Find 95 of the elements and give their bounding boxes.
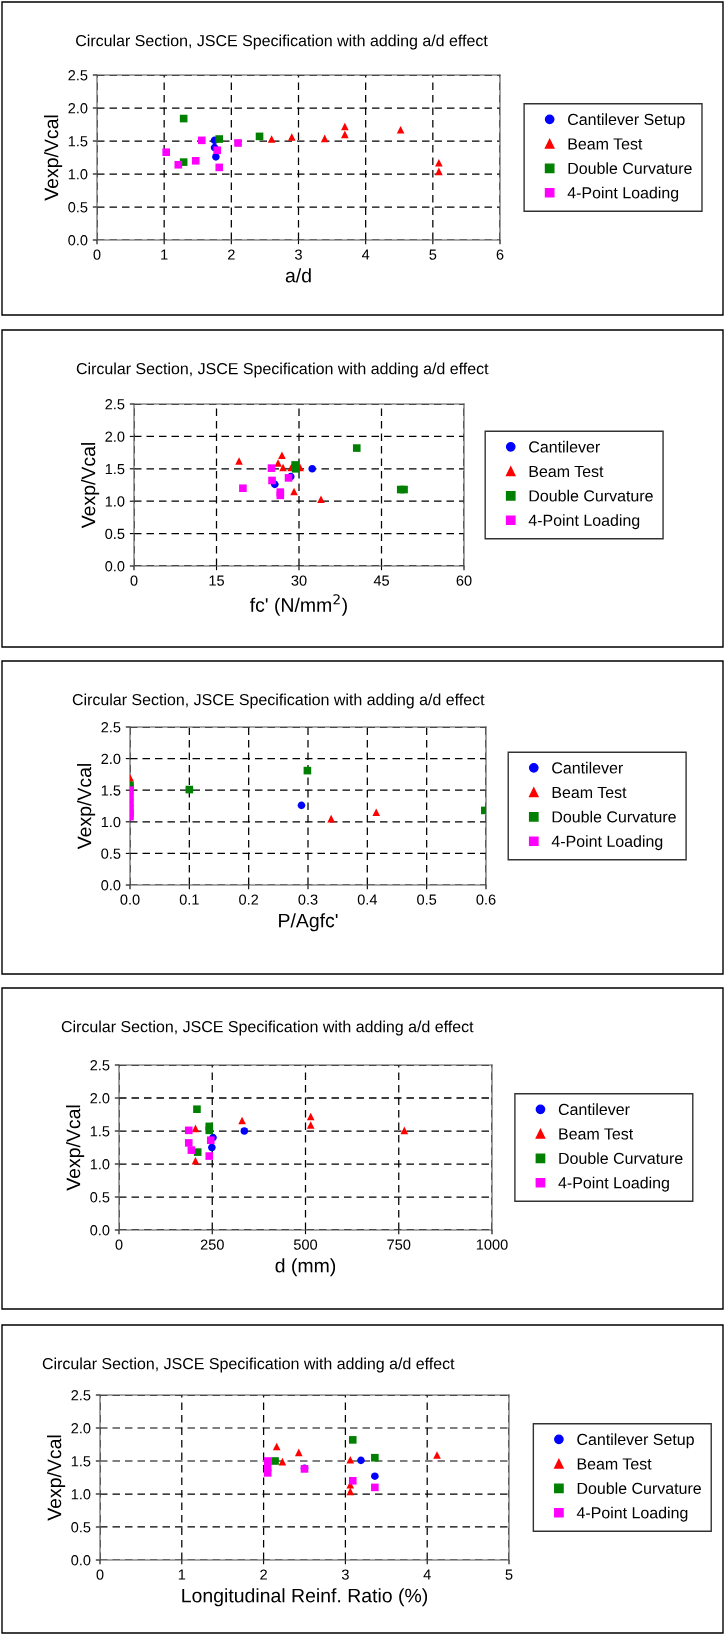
y-tick-label: 0.0	[68, 235, 88, 246]
y-tick-label: 0.0	[71, 1555, 91, 1566]
x-tick-label: 0.4	[357, 894, 378, 905]
legend-label: 4-Point Loading	[558, 1176, 669, 1192]
x-tick-label: 45	[373, 575, 389, 586]
x-tick-label: 5	[505, 1569, 513, 1580]
x-tick-label: 2	[260, 1569, 267, 1580]
y-axis-title: Vexp/Vcal	[77, 764, 96, 850]
x-tick-label: 0	[130, 575, 138, 586]
legend-label: Beam Test	[577, 1458, 652, 1470]
y-tick-label: 2.0	[71, 1423, 91, 1434]
x-tick-label: 15	[209, 575, 224, 586]
y-axis-title: Vexp/Vcal	[81, 443, 100, 529]
y-tick-label: 1.5	[68, 136, 88, 147]
legend-label: Beam Test	[529, 465, 604, 478]
x-tick-label: 0	[93, 249, 101, 260]
x-tick-label: 4	[361, 249, 370, 260]
legend-label: Cantilever	[552, 761, 623, 774]
y-tick-label: 2.0	[105, 431, 125, 442]
legend-label: 4-Point Loading	[551, 835, 663, 851]
legend-label: Beam Test	[568, 138, 643, 150]
legend-label: Double Curvature	[568, 162, 692, 175]
chart-title: Circular Section, JSCE Specification with adding a/d effect	[42, 1357, 455, 1373]
x-tick-label: 6	[496, 249, 504, 260]
y-tick-label: 0.5	[68, 202, 88, 213]
legend-label: Cantilever Setup	[568, 113, 685, 129]
legend-label: Double Curvature	[577, 1482, 701, 1495]
y-tick-label: 1.5	[90, 1126, 110, 1137]
x-tick-label: 1	[161, 249, 168, 260]
x-tick-label: 2	[228, 249, 235, 260]
legend-label: Beam Test	[559, 1128, 634, 1140]
y-tick-label: 0.0	[90, 1225, 110, 1236]
y-tick-label: 1.5	[71, 1456, 91, 1467]
x-tick-label: 0.3	[298, 894, 318, 905]
y-tick-label: 0.5	[101, 848, 121, 859]
x-tick-label: 3	[295, 249, 302, 260]
x-tick-label: 5	[429, 249, 437, 260]
y-tick-label: 0.0	[101, 880, 121, 891]
x-axis-title: d (mm)	[275, 1258, 336, 1277]
y-tick-label: 0.5	[71, 1522, 91, 1533]
y-axis-title: Vexp/Vcal	[66, 1105, 85, 1191]
legend-label: 4-Point Loading	[528, 514, 640, 530]
y-axis-title: Vexp/Vcal	[47, 1435, 66, 1521]
y-tick-label: 1.0	[101, 816, 121, 828]
y-tick-label: 1.0	[68, 169, 88, 180]
y-tick-label: 0.5	[90, 1192, 110, 1203]
x-tick-label: 0.6	[476, 894, 496, 905]
y-tick-label: 2.0	[90, 1093, 110, 1104]
y-tick-label: 2.0	[101, 753, 121, 765]
legend-label: Cantilever	[558, 1103, 630, 1116]
y-tick-label: 2.5	[90, 1060, 110, 1071]
x-tick-label: 30	[291, 575, 307, 586]
y-tick-label: 1.0	[105, 496, 125, 507]
y-tick-label: 2.5	[68, 70, 88, 81]
x-tick-label: 250	[200, 1239, 224, 1250]
x-tick-label: 0.1	[179, 894, 199, 905]
x-tick-label: 1000	[476, 1239, 508, 1250]
x-tick-label: 60	[456, 575, 472, 586]
y-tick-label: 0.5	[105, 528, 125, 540]
y-tick-label: 1.5	[101, 785, 121, 796]
y-tick-label: 2.5	[71, 1390, 91, 1401]
legend-label: Beam Test	[552, 786, 627, 799]
y-tick-label: 0.0	[105, 561, 125, 572]
x-axis-title: Longitudinal Reinf. Ratio (%)	[182, 1588, 428, 1607]
y-tick-label: 1.0	[90, 1159, 110, 1170]
x-tick-label: 3	[341, 1569, 349, 1580]
x-tick-label: 4	[423, 1569, 431, 1580]
y-tick-label: 2.0	[68, 103, 88, 114]
y-axis-title: Vexp/Vcal	[44, 115, 63, 201]
chart-title: Circular Section, JSCE Specification with adding a/d effect	[76, 34, 488, 50]
x-tick-label: 0.0	[120, 894, 140, 905]
x-tick-label: 0	[115, 1239, 123, 1250]
x-tick-label: 0.2	[239, 894, 259, 905]
y-tick-label: 2.5	[101, 722, 121, 733]
x-tick-label: 0.5	[417, 894, 437, 905]
x-tick-label: 500	[293, 1239, 318, 1250]
legend-label: Double Curvature	[559, 1152, 683, 1165]
y-tick-label: 1.5	[105, 464, 125, 475]
x-tick-label: 750	[387, 1239, 411, 1250]
legend-label: Double Curvature	[552, 810, 676, 823]
x-tick-label: 0	[96, 1569, 104, 1580]
x-axis-title: P/Agfc'	[279, 913, 338, 932]
legend-label: 4-Point Loading	[567, 186, 679, 202]
x-axis-title: fc' (N/mm$^{2}$)	[249, 594, 347, 616]
legend-label: Double Curvature	[529, 489, 653, 502]
x-tick-label: 1	[178, 1569, 186, 1580]
y-tick-label: 2.5	[105, 399, 125, 410]
chart-title: Circular Section, JSCE Specification with adding a/d effect	[72, 693, 485, 709]
y-tick-label: 1.0	[71, 1489, 91, 1500]
chart-title: Circular Section, JSCE Specification with adding a/d effect	[61, 1020, 474, 1036]
x-axis-title: a/d	[285, 268, 311, 283]
legend-label: Cantilever	[529, 440, 600, 453]
legend-label: 4-Point Loading	[576, 1506, 688, 1522]
legend-label: Cantilever Setup	[577, 1433, 694, 1449]
chart-title: Circular Section, JSCE Specification with adding a/d effect	[76, 362, 489, 378]
